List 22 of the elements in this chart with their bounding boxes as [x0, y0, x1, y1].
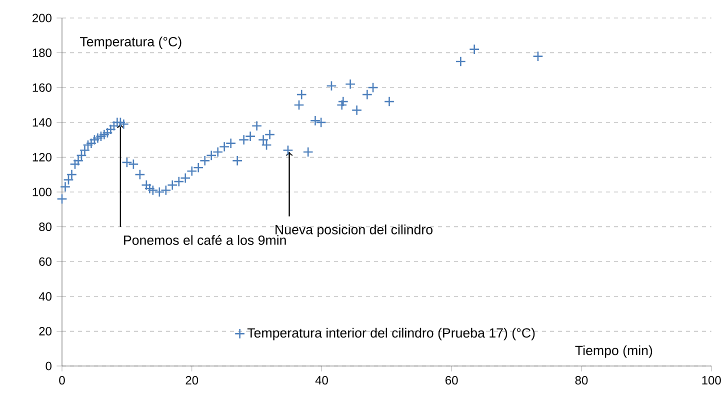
- y-axis-title: Temperatura (°C): [80, 36, 182, 50]
- y-tick-label: 140: [32, 118, 52, 127]
- y-tick-label: 40: [38, 292, 52, 301]
- y-tick-label: 80: [39, 222, 52, 232]
- y-tick-label: 180: [32, 48, 52, 58]
- x-tick-label: 0: [59, 376, 65, 385]
- x-tick-label: 40: [315, 376, 328, 385]
- y-tick-label: 120: [32, 152, 52, 162]
- y-tick-label: 60: [39, 257, 52, 266]
- y-tick-label: 200: [32, 14, 52, 22]
- annotation: Nueva posicion del cilindro: [276, 224, 432, 237]
- x-tick-label: 80: [575, 376, 588, 385]
- x-tick-label: 20: [186, 376, 198, 385]
- y-tick-label: 100: [32, 188, 52, 196]
- legend-label: Temperatura interior del cilindro (Prueba 17) (°C): [247, 328, 535, 340]
- y-tick-label: 160: [32, 83, 52, 92]
- annotation: Ponemos el café a los 9min: [124, 234, 286, 245]
- x-axis-title: Tiempo (min): [575, 345, 652, 358]
- x-tick-label: 100: [702, 376, 721, 385]
- y-tick-label: 20: [39, 326, 52, 336]
- x-tick-label: 60: [446, 376, 458, 385]
- y-tick-label: 0: [46, 362, 52, 370]
